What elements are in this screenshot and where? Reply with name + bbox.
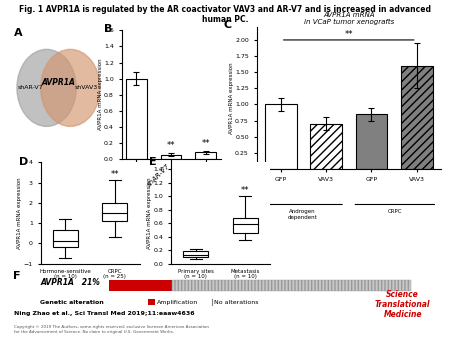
Y-axis label: AVPR1A mRNA expression: AVPR1A mRNA expression (229, 62, 234, 134)
Text: A: A (14, 27, 22, 38)
Text: No alterations: No alterations (214, 299, 259, 305)
Text: Genetic alteration: Genetic alteration (40, 299, 104, 305)
Bar (161, 155, 181, 159)
Text: **: ** (241, 186, 249, 195)
Text: shVAV3: shVAV3 (75, 86, 98, 90)
Bar (356, 114, 387, 169)
Text: C: C (223, 20, 231, 30)
Text: Ning Zhao et al., Sci Transl Med 2019;11:eaaw4636: Ning Zhao et al., Sci Transl Med 2019;11… (14, 311, 194, 316)
Text: Amplification: Amplification (157, 299, 198, 305)
Text: AVPR1A   21%: AVPR1A 21% (40, 278, 100, 287)
FancyBboxPatch shape (233, 218, 257, 233)
Bar (108, 280, 172, 291)
Text: Copyright © 2019 The Authors, some rights reserved; exclusive licensee American : Copyright © 2019 The Authors, some right… (14, 325, 208, 334)
Text: shAR-V7: shAR-V7 (18, 86, 44, 90)
Bar (148, 299, 155, 305)
Text: B: B (104, 24, 112, 34)
Text: Androgen
dependent: Androgen dependent (288, 209, 318, 220)
Circle shape (17, 49, 76, 126)
Bar (195, 152, 216, 159)
Bar (401, 66, 432, 169)
Title: AVPR1A mRNA
in VCaP tumor xenografts: AVPR1A mRNA in VCaP tumor xenografts (304, 12, 394, 25)
Bar (310, 124, 342, 169)
FancyBboxPatch shape (103, 203, 127, 221)
Y-axis label: AVPR1A mRNA expression: AVPR1A mRNA expression (98, 59, 103, 130)
Y-axis label: AVPR1A mRNA expression: AVPR1A mRNA expression (147, 177, 152, 249)
Bar (126, 79, 147, 159)
FancyBboxPatch shape (184, 251, 208, 257)
Bar (172, 280, 411, 291)
Bar (172, 280, 411, 291)
Text: CRPC: CRPC (387, 209, 402, 214)
Text: **: ** (201, 139, 210, 148)
Text: Science
Translational
Medicine: Science Translational Medicine (375, 290, 431, 319)
Text: **: ** (167, 141, 175, 150)
FancyBboxPatch shape (53, 230, 77, 247)
Text: F: F (14, 271, 21, 281)
Text: E: E (149, 157, 157, 167)
Text: AVPR1A: AVPR1A (41, 78, 76, 87)
Text: Fig. 1 AVPR1A is regulated by the AR coactivator VAV3 and AR-V7 and is increased: Fig. 1 AVPR1A is regulated by the AR coa… (19, 5, 431, 24)
Y-axis label: AVPR1A mRNA expression: AVPR1A mRNA expression (18, 177, 22, 249)
Circle shape (40, 49, 100, 126)
Bar (265, 104, 297, 169)
Text: **: ** (345, 30, 353, 39)
Text: D: D (19, 157, 28, 167)
Text: **: ** (111, 170, 119, 179)
